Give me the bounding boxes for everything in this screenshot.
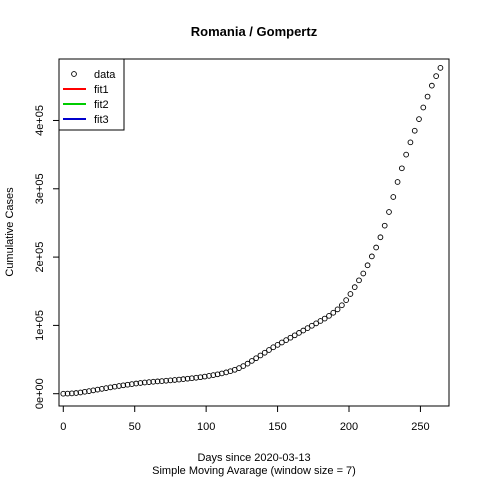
data-point <box>343 297 349 303</box>
data-point <box>274 342 281 348</box>
data-point <box>137 380 144 386</box>
data-point <box>411 127 418 134</box>
x-tick-label: 200 <box>340 421 358 433</box>
data-point <box>326 312 332 319</box>
legend-marker-data <box>71 71 77 77</box>
data-point <box>287 334 294 341</box>
data-series <box>60 65 444 397</box>
data-point <box>437 65 444 71</box>
data-point <box>390 194 397 200</box>
data-point <box>193 374 199 381</box>
data-point <box>377 234 384 241</box>
data-point <box>283 337 289 343</box>
data-point <box>339 302 345 309</box>
data-point <box>394 179 401 185</box>
data-point <box>60 390 67 397</box>
data-point <box>257 352 264 359</box>
data-point <box>180 376 187 383</box>
legend: data fit1 fit2 fit3 <box>58 58 125 131</box>
x-tick-label: 250 <box>411 421 429 433</box>
data-point <box>249 358 255 364</box>
data-point <box>386 209 392 215</box>
data-point <box>73 390 79 396</box>
data-point <box>420 104 427 111</box>
data-point <box>296 330 302 336</box>
data-point <box>64 390 71 397</box>
y-tick-label: 2e+05 <box>34 242 46 273</box>
data-point <box>141 379 148 386</box>
data-point <box>424 93 431 100</box>
data-point <box>429 82 435 89</box>
data-point <box>159 378 165 384</box>
data-point <box>369 253 375 260</box>
data-point <box>167 377 174 384</box>
data-point <box>154 378 161 385</box>
x-tick-label: 50 <box>129 421 141 433</box>
x-axis: 0 50 100 150 200 250 <box>60 405 430 433</box>
data-point <box>261 349 268 356</box>
data-point <box>403 151 409 158</box>
data-point <box>309 322 315 329</box>
data-point <box>163 377 169 384</box>
data-point <box>270 344 277 351</box>
data-point <box>373 244 379 251</box>
x-axis-sublabel: Simple Moving Avarage (window size = 7) <box>152 465 356 477</box>
data-point <box>197 374 204 381</box>
data-point <box>381 222 388 229</box>
data-point <box>407 139 414 146</box>
x-tick-label: 150 <box>268 421 286 433</box>
data-point <box>129 381 135 387</box>
data-point <box>150 378 157 385</box>
y-tick-label: 0e+00 <box>34 378 46 409</box>
data-point <box>146 379 152 385</box>
data-point <box>347 291 354 297</box>
data-point <box>300 327 307 334</box>
data-point <box>240 363 247 369</box>
data-point <box>171 377 178 383</box>
legend-label-fit2: fit2 <box>94 99 109 111</box>
data-point <box>253 355 259 362</box>
x-tick-label: 100 <box>197 421 215 433</box>
data-point <box>416 116 422 122</box>
data-point <box>266 347 272 353</box>
data-point <box>334 306 341 313</box>
data-point <box>351 284 358 290</box>
data-point <box>133 380 139 387</box>
data-point <box>364 262 371 269</box>
data-point <box>279 339 285 346</box>
data-point <box>399 165 405 172</box>
data-point <box>69 390 75 397</box>
y-axis-label: Cumulative Cases <box>4 187 16 277</box>
y-tick-label: 3e+05 <box>34 173 46 204</box>
data-point <box>317 318 324 324</box>
y-axis: 0e+00 1e+05 2e+05 3e+05 4e+05 <box>34 105 60 409</box>
data-point <box>360 270 367 277</box>
x-axis-label: Days since 2020-03-13 <box>197 452 310 464</box>
data-point <box>184 375 191 382</box>
y-tick-label: 1e+05 <box>34 310 46 341</box>
data-point <box>433 73 439 79</box>
data-point <box>120 382 127 389</box>
data-point <box>304 325 311 331</box>
data-point <box>321 315 328 322</box>
data-point <box>330 309 337 316</box>
data-point <box>356 277 362 284</box>
data-point <box>291 332 298 339</box>
y-tick-label: 4e+05 <box>34 105 46 136</box>
x-tick-label: 0 <box>60 421 66 433</box>
legend-label-data: data <box>94 69 116 81</box>
data-point <box>124 381 131 388</box>
legend-label-fit1: fit1 <box>94 84 109 96</box>
data-point <box>176 376 182 383</box>
chart-title: Romania / Gompertz <box>191 24 318 39</box>
data-point <box>189 375 195 382</box>
data-point <box>244 360 251 367</box>
data-point <box>313 320 319 327</box>
legend-label-fit3: fit3 <box>94 114 109 126</box>
